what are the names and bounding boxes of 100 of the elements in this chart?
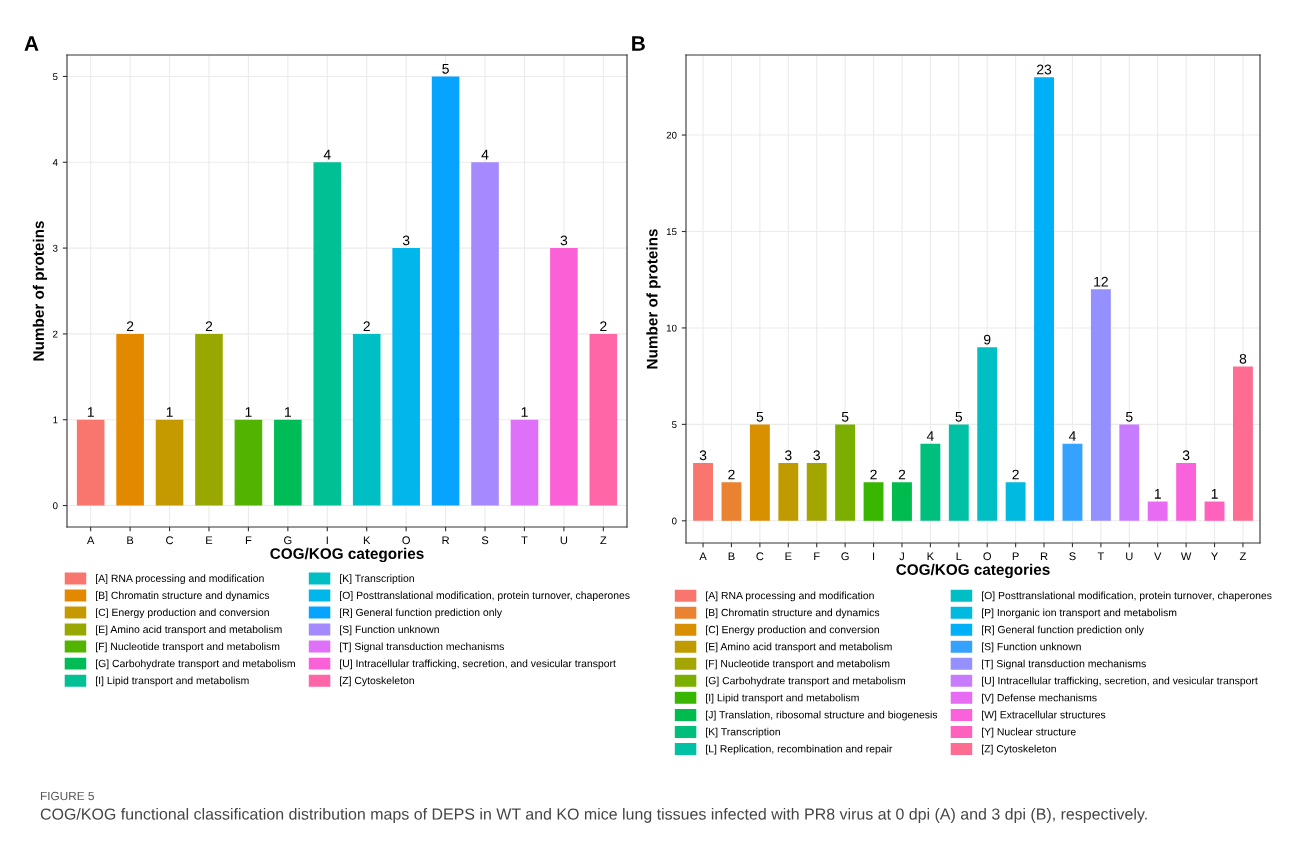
y-axis-title: Number of proteins [32, 221, 48, 361]
y-tick-label: 5 [671, 421, 677, 428]
data-label: 2 [126, 321, 134, 332]
y-tick-label: 20 [666, 131, 677, 139]
legend-label: [A] RNA processing and modification [706, 591, 874, 602]
data-label: 5 [955, 411, 963, 422]
data-label: 4 [926, 431, 934, 441]
text: COG/KOG functional classification distribution maps of DEPS in WT and KO mice lung tissues infected with PR8 virus at 0 dpi (A) and 3 dpi (B), respectively. [40, 808, 1147, 823]
legend-label: [T] Signal transduction mechanisms [340, 642, 504, 653]
data-label: 2 [728, 469, 735, 480]
y-tick-label: 0 [52, 502, 58, 510]
data-label: 12 [1094, 276, 1108, 287]
legend-label: [I] Lipid transport and metabolism [96, 676, 249, 687]
legend-label: [U] Intracellular trafficking, secretion, and vesicular transport [340, 659, 616, 670]
y-axis-title: Number of proteins [646, 229, 661, 369]
legend-label: [W] Extracellular structures [982, 710, 1106, 721]
x-tick-label: G [841, 552, 849, 561]
x-tick-label: T [521, 536, 528, 545]
legend-label: [O] Posttranslational modification, protein turnover, chaperones [982, 591, 1272, 602]
legend-label: [E] Amino acid transport and metabolism [96, 625, 282, 636]
data-label: 23 [1037, 64, 1052, 75]
data-label: 1 [521, 407, 528, 417]
x-tick-label: O [402, 536, 410, 545]
data-label: 3 [560, 235, 568, 246]
legend-label: [R] General function prediction only [340, 608, 503, 619]
legend-label: [C] Energy production and conversion [96, 608, 269, 619]
legend-label: [Z] Cytoskeleton [982, 744, 1056, 755]
chart-title: A [24, 36, 39, 51]
data-label: 4 [323, 149, 331, 160]
x-tick-label: R [1040, 552, 1048, 561]
data-label: 3 [699, 450, 707, 461]
data-label: 1 [245, 407, 252, 417]
x-tick-label: C [756, 552, 764, 561]
x-tick-label: C [166, 536, 174, 545]
legend-label: [A] RNA processing and modification [96, 574, 264, 585]
legend-label: [F] Nucleotide transport and metabolism [706, 659, 890, 670]
x-tick-label: Z [1239, 552, 1246, 561]
x-tick-label: B [728, 552, 735, 561]
legend-label: [K] Transcription [706, 727, 780, 738]
x-tick-label: L [956, 552, 962, 561]
x-axis-title: COG/KOG categories [270, 547, 424, 563]
data-label: 4 [1068, 431, 1076, 441]
data-label: 9 [984, 334, 991, 345]
data-label: 3 [813, 450, 820, 461]
data-label: 5 [841, 411, 849, 422]
x-tick-label: G [284, 536, 292, 545]
x-tick-label: A [699, 552, 707, 561]
x-tick-label: I [326, 536, 328, 545]
x-tick-label: R [442, 536, 450, 545]
x-axis-title: COG/KOG categories [896, 563, 1050, 579]
legend-label: [B] Chromatin structure and dynamics [96, 591, 270, 602]
data-label: 2 [363, 321, 370, 332]
x-tick-label: P [1012, 552, 1019, 561]
x-tick-label: V [1154, 552, 1162, 561]
y-tick-label: 0 [671, 517, 677, 525]
x-tick-label: E [206, 536, 213, 545]
data-label: 1 [1211, 489, 1218, 499]
data-label: 2 [205, 321, 213, 332]
legend-label: [O] Posttranslational modification, protein turnover, chaperones [340, 591, 630, 602]
x-tick-label: F [245, 536, 252, 545]
x-tick-label: F [814, 552, 820, 561]
x-tick-label: E [785, 552, 792, 561]
legend-label: [U] Intracellular trafficking, secretion, and vesicular transport [982, 676, 1258, 687]
data-label: 2 [600, 321, 607, 332]
legend-label: [G] Carbohydrate transport and metabolism [706, 676, 905, 687]
legend-label: [P] Inorganic ion transport and metabolism [982, 608, 1177, 619]
legend-label: [V] Defense mechanisms [982, 693, 1097, 704]
legend-label: [Y] Nuclear structure [982, 727, 1076, 738]
x-tick-label: Y [1211, 552, 1218, 561]
x-tick-label: I [873, 552, 875, 561]
x-tick-label: O [983, 552, 991, 561]
legend-label: [F] Nucleotide transport and metabolism [96, 642, 280, 653]
y-tick-label: 5 [52, 73, 58, 81]
data-label: 1 [166, 407, 173, 417]
legend-label: [S] Function unknown [982, 642, 1081, 653]
legend-label: [E] Amino acid transport and metabolism [706, 642, 892, 653]
data-label: 8 [1239, 353, 1247, 364]
data-label: 1 [87, 407, 94, 417]
caption: FIGURE 5 [40, 791, 94, 801]
data-label: 5 [1125, 411, 1133, 422]
y-tick-label: 10 [666, 324, 677, 332]
data-label: 3 [1182, 450, 1190, 461]
legend-label: [J] Translation, ribosomal structure and biogenesis [706, 710, 938, 721]
data-label: 5 [756, 411, 764, 422]
y-tick-label: 2 [53, 330, 58, 338]
legend-label: [G] Carbohydrate transport and metabolism [96, 659, 295, 670]
legend-label: [T] Signal transduction mechanisms [982, 659, 1146, 670]
legend-label: [K] Transcription [340, 574, 414, 585]
legend-label: [I] Lipid transport and metabolism [706, 693, 859, 704]
data-label: 1 [1154, 489, 1161, 499]
chart-title: B [632, 36, 645, 51]
data-label: 2 [1012, 469, 1019, 480]
legend-label: [R] General function prediction only [982, 625, 1144, 636]
x-tick-label: B [127, 536, 134, 545]
x-tick-label: A [86, 536, 95, 545]
legend-label: [Z] Cytoskeleton [340, 676, 414, 687]
data-label: 3 [402, 235, 410, 246]
x-tick-label: T [1097, 552, 1105, 561]
data-label: 5 [442, 64, 449, 74]
data-label: 3 [784, 450, 792, 461]
